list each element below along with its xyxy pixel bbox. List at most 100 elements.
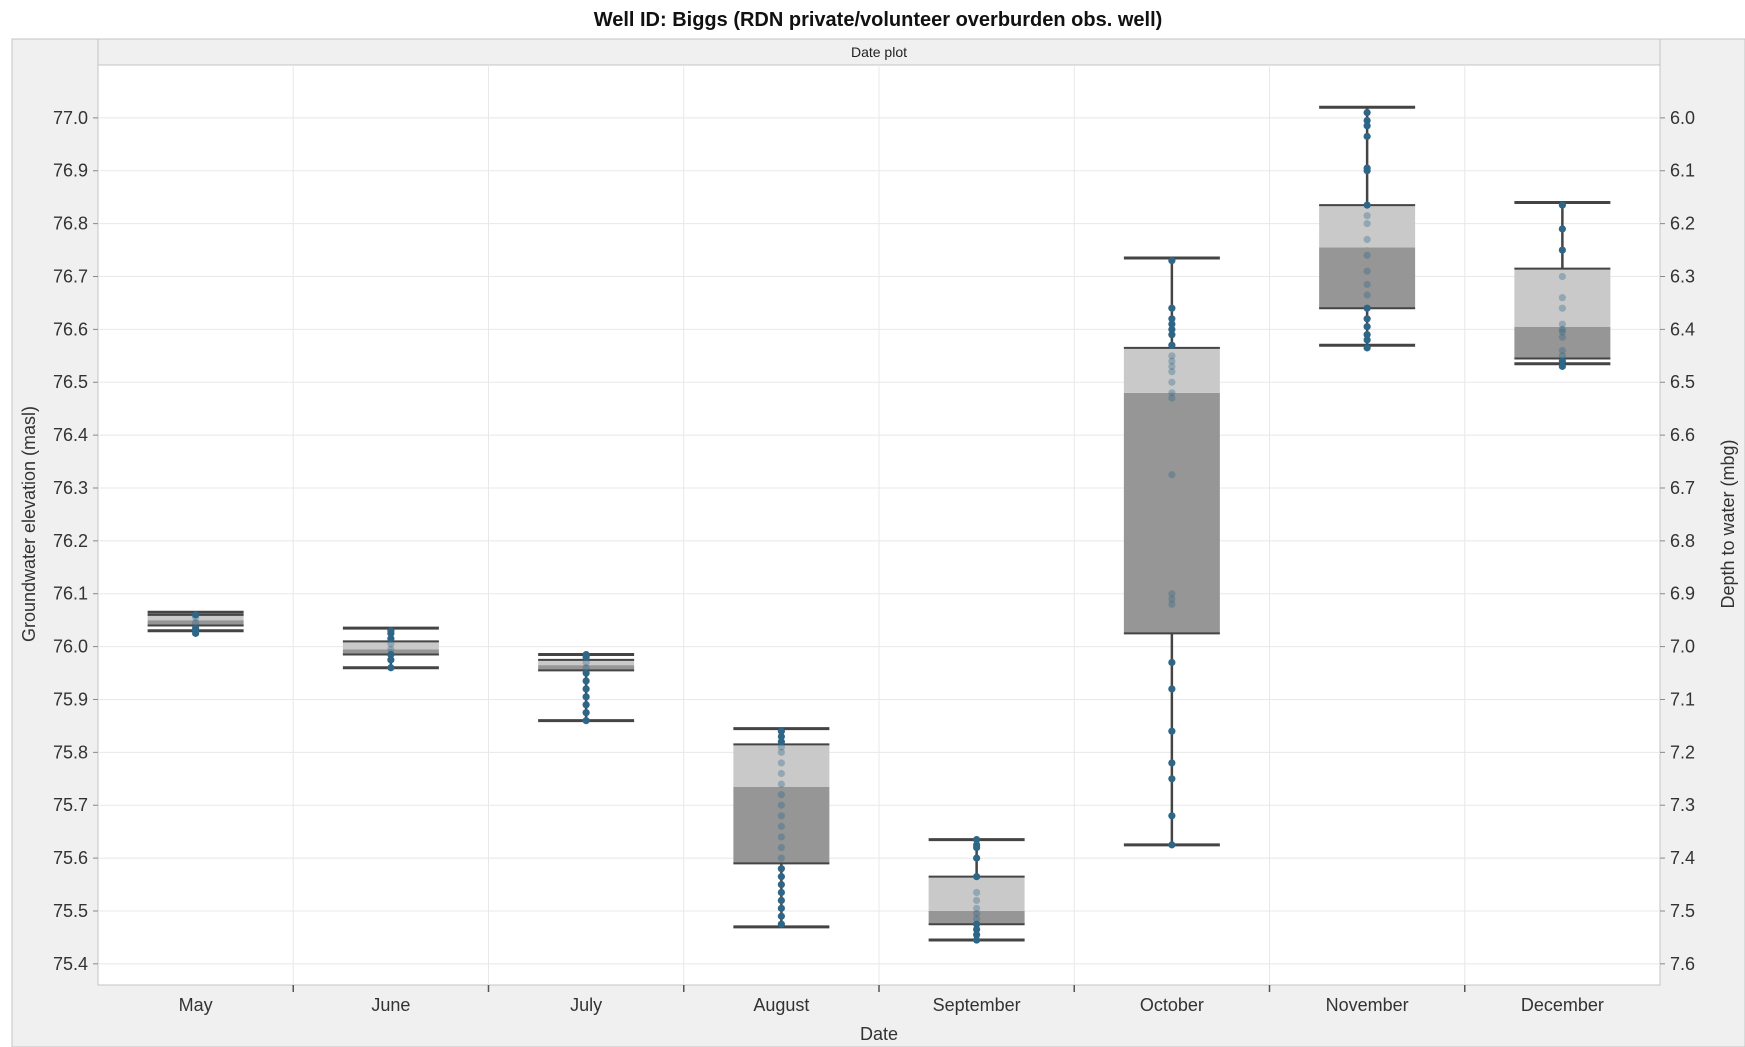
data-point [1168, 368, 1176, 376]
data-point [973, 835, 981, 844]
y2-tick-label: 6.7 [1670, 478, 1695, 498]
data-point [777, 812, 785, 820]
data-point [777, 888, 785, 897]
box-lower [1123, 392, 1220, 634]
data-point [777, 780, 785, 788]
y-tick-label: 76.0 [53, 637, 88, 657]
data-point [1168, 325, 1176, 333]
data-point [777, 743, 785, 751]
data-point [777, 732, 785, 741]
data-point [387, 627, 395, 635]
y-tick-label: 76.4 [53, 425, 88, 445]
data-point [1363, 331, 1371, 339]
y-tick-label: 76.6 [53, 319, 88, 339]
box-upper [1319, 205, 1416, 248]
y-tick-label: 75.5 [53, 901, 88, 921]
data-point [1363, 122, 1371, 130]
data-point [192, 619, 200, 627]
grid-layer [98, 65, 1660, 985]
box-lower [1514, 326, 1611, 359]
box-upper [928, 876, 1025, 911]
y2-tick-label: 6.2 [1670, 214, 1695, 234]
data-point [1558, 346, 1566, 355]
y-tick-label: 76.5 [53, 372, 88, 392]
axis-layer: 75.4 75.5 75.6 75.7 75.8 75.9 76.0 76.1 76.2 76.3… [53, 108, 1695, 1015]
data-point [1363, 344, 1371, 352]
x-axis-label: Date [860, 1024, 898, 1044]
data-point [777, 896, 785, 905]
data-point [973, 910, 981, 918]
y2-tick-label: 6.5 [1670, 372, 1695, 392]
data-point [1363, 267, 1371, 275]
data-point [777, 912, 785, 920]
data-point [973, 904, 981, 912]
x-tick-label: August [753, 995, 809, 1015]
y-tick-label: 75.8 [53, 742, 88, 762]
data-point [1363, 304, 1371, 312]
y2-tick-label: 6.8 [1670, 531, 1695, 551]
data-point [1168, 352, 1176, 360]
data-point [777, 759, 785, 767]
data-point [1168, 378, 1176, 386]
box-upper [1514, 268, 1611, 327]
data-point [387, 635, 395, 643]
data-point [582, 658, 590, 667]
data-point [973, 873, 981, 881]
data-point [777, 801, 785, 809]
data-point [973, 915, 981, 923]
data-point [973, 841, 981, 849]
data-point [582, 717, 590, 725]
data-point [1168, 759, 1176, 767]
data-point [1363, 116, 1371, 125]
data-point [387, 650, 395, 659]
x-tick-label: October [1140, 995, 1204, 1015]
data-point [1168, 357, 1176, 365]
y-tick-label: 76.9 [53, 161, 88, 181]
data-point [777, 843, 785, 852]
y-tick-label: 75.6 [53, 848, 88, 868]
data-point [1168, 841, 1176, 849]
data-point [777, 854, 785, 862]
data-point [387, 664, 395, 672]
data-point [1168, 315, 1176, 323]
point-layer [192, 108, 1566, 944]
data-point [973, 854, 981, 862]
data-point [387, 640, 395, 648]
y2-tick-label: 7.6 [1670, 954, 1695, 974]
data-point [1363, 220, 1371, 228]
data-point [973, 896, 981, 905]
data-point [777, 873, 785, 881]
data-point [973, 936, 981, 944]
data-point [973, 920, 981, 928]
data-point [582, 693, 590, 701]
y2-tick-label: 7.5 [1670, 901, 1695, 921]
x-tick-label: December [1521, 995, 1604, 1015]
y2-tick-label: 7.4 [1670, 848, 1695, 868]
box-lower [733, 786, 830, 864]
x-tick-label: September [933, 995, 1021, 1015]
data-point [973, 925, 981, 934]
data-point [582, 650, 590, 659]
box-upper [538, 659, 635, 666]
data-point [777, 904, 785, 912]
data-point [777, 822, 785, 830]
data-point [1558, 246, 1566, 254]
panel-strip [97, 38, 1661, 66]
data-point [582, 677, 590, 685]
data-point [1168, 471, 1176, 479]
chart-title: Well ID: Biggs (RDN private/volunteer ov… [594, 9, 1163, 31]
data-point [777, 769, 785, 778]
y-tick-label: 75.9 [53, 689, 88, 709]
data-point [1168, 257, 1176, 265]
y-tick-label: 75.7 [53, 795, 88, 815]
data-point [1558, 328, 1566, 336]
data-point [1168, 595, 1176, 603]
data-point [1363, 108, 1371, 117]
data-point [1168, 320, 1176, 328]
y2-tick-label: 6.0 [1670, 108, 1695, 128]
y2-tick-label: 6.9 [1670, 584, 1695, 604]
data-point [387, 656, 395, 664]
y2-tick-label: 7.2 [1670, 742, 1695, 762]
